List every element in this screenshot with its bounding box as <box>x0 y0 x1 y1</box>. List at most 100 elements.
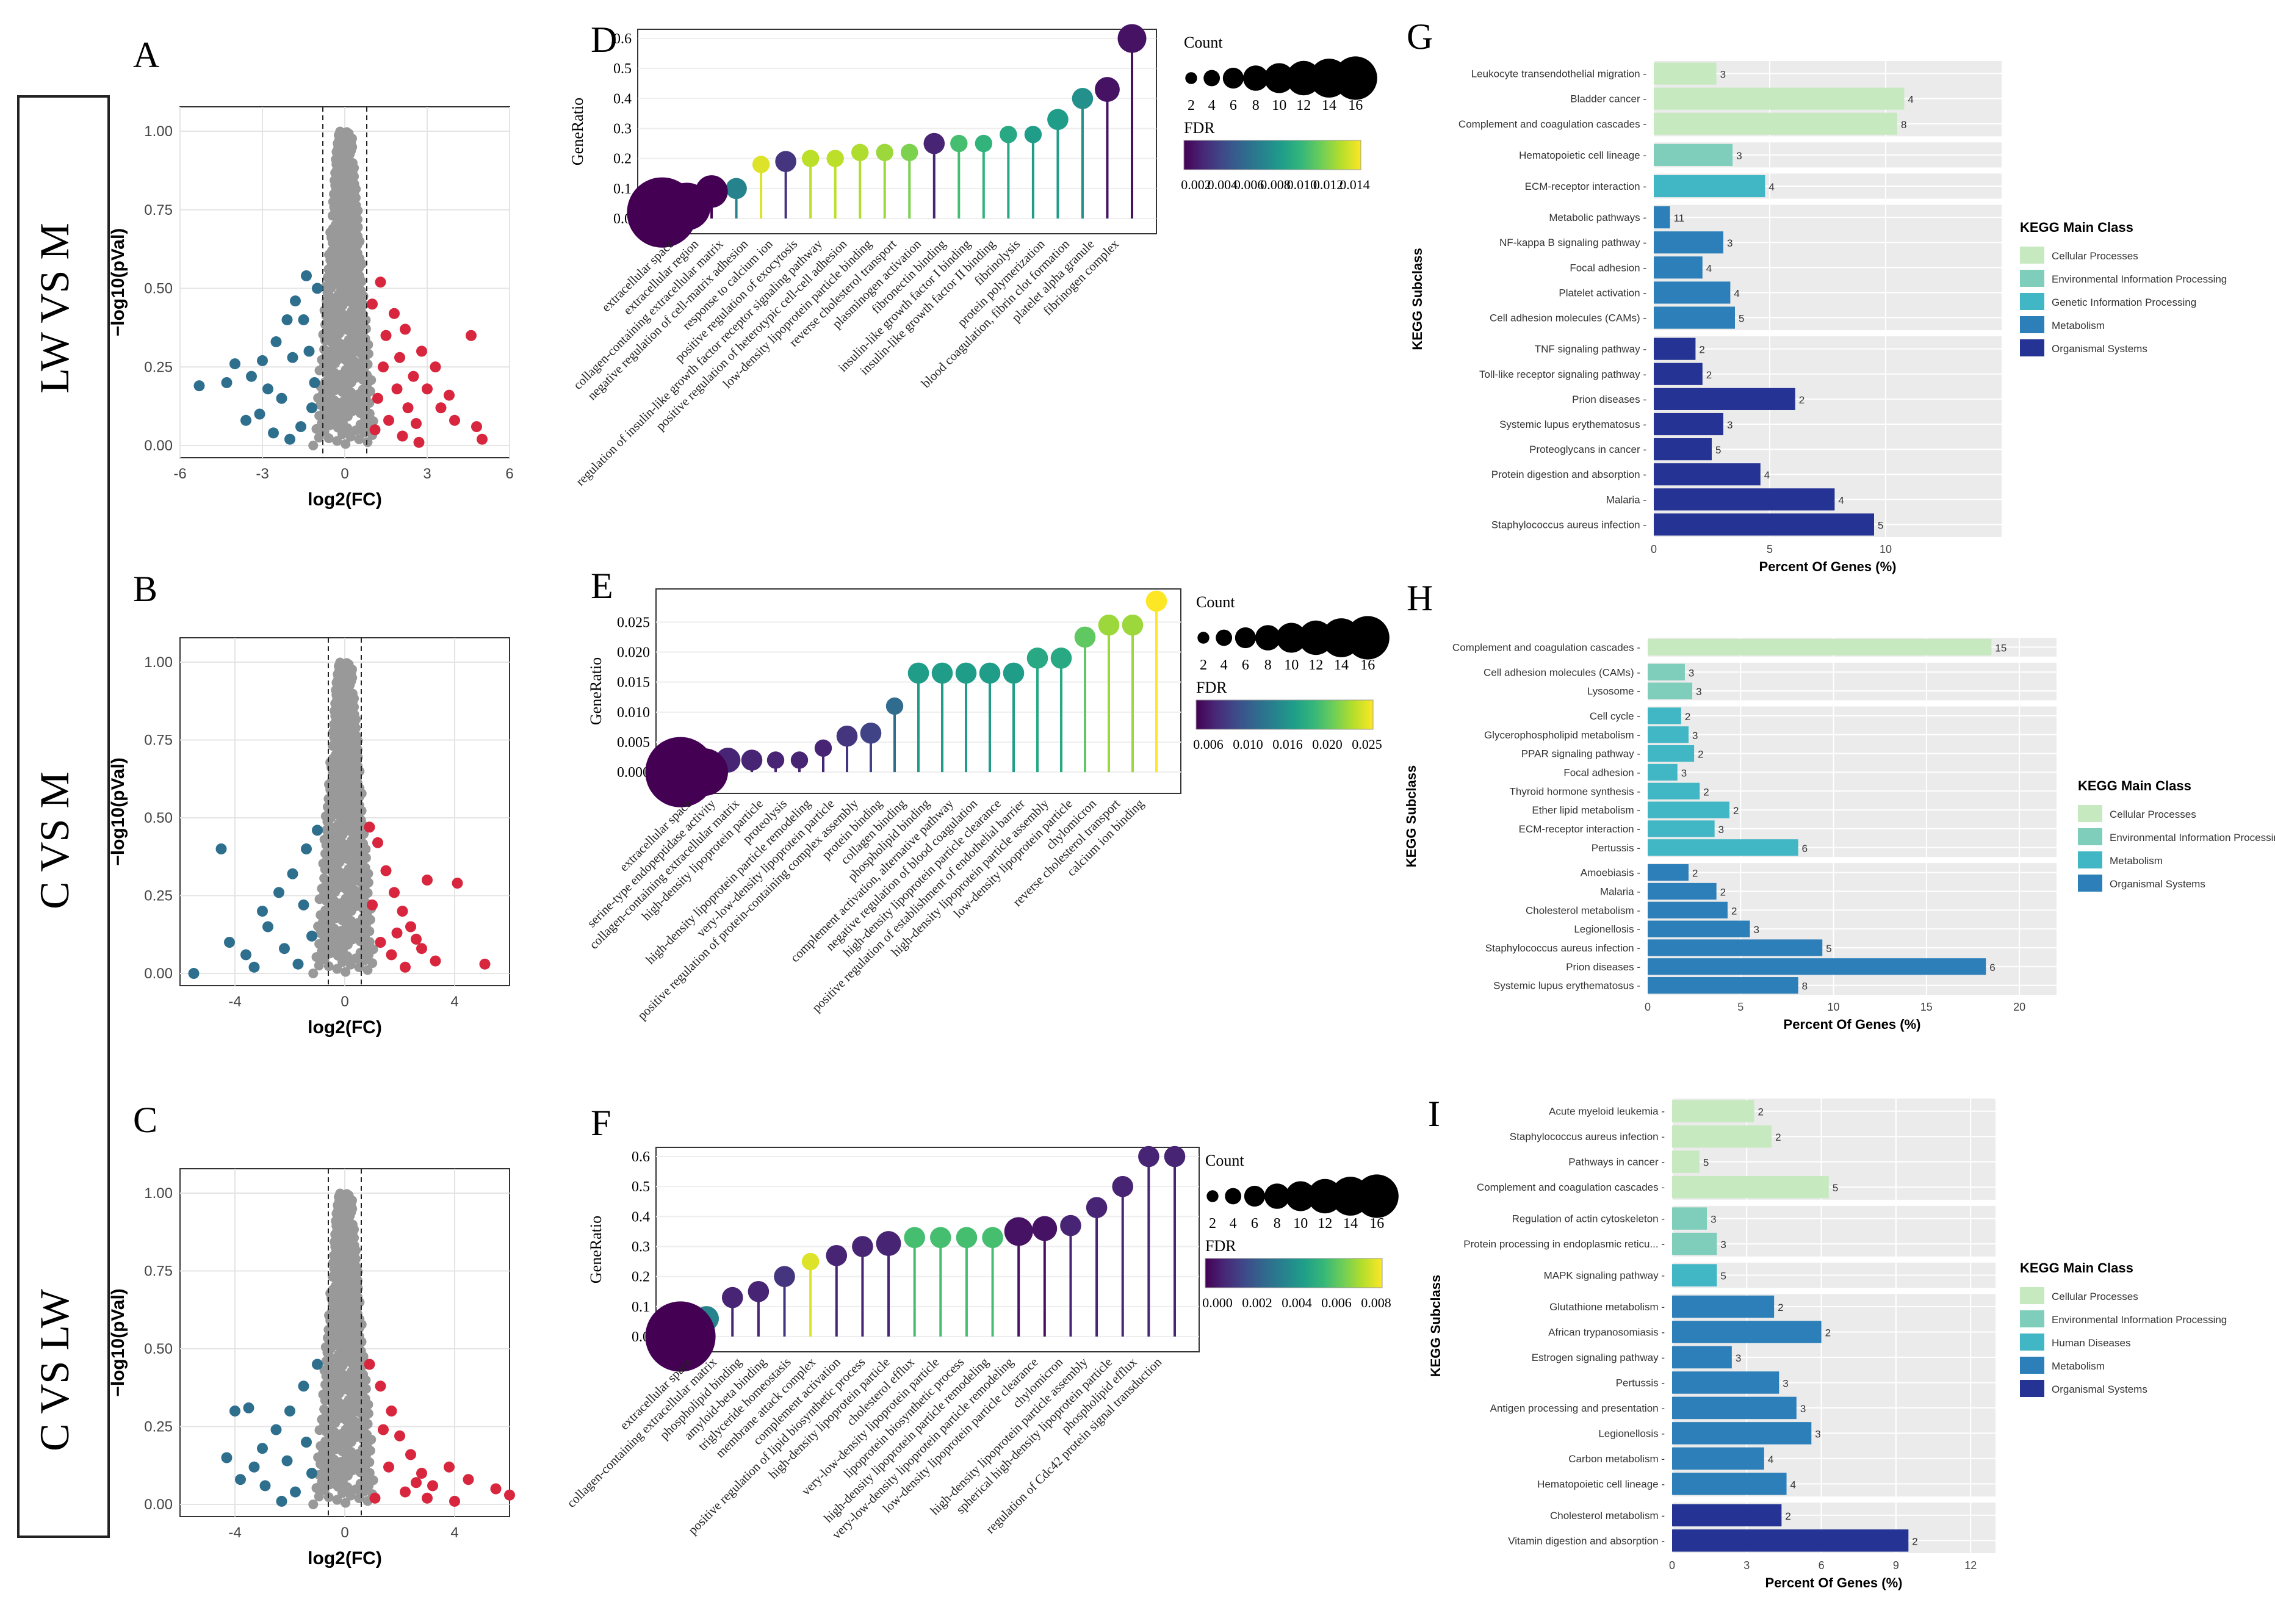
bar <box>1672 1150 1700 1173</box>
size-legend-circle <box>1185 72 1197 84</box>
legend-label: Cellular Processes <box>2052 1291 2138 1302</box>
up-point <box>471 421 482 433</box>
down-point <box>287 868 298 879</box>
up-point <box>422 383 433 395</box>
size-legend-label: 6 <box>1251 1216 1258 1232</box>
x-tick-label: 10 <box>1828 1001 1840 1013</box>
ns-point <box>335 212 345 223</box>
size-legend-label: 12 <box>1308 657 1323 673</box>
y-tick-label: 0.00 <box>144 438 173 454</box>
ns-point <box>361 853 371 863</box>
lollipop-point <box>876 143 893 162</box>
category-label: NF-kappa B signaling pathway - <box>1499 237 1646 248</box>
ns-point <box>308 441 319 450</box>
bar <box>1672 1346 1732 1369</box>
ns-point <box>366 1434 377 1445</box>
color-legend-label: 0.004 <box>1208 177 1238 192</box>
legend-swatch <box>2020 1357 2044 1374</box>
legend-label: Environmental Information Processing <box>2110 832 2275 843</box>
size-legend-label: 8 <box>1274 1216 1281 1232</box>
up-point <box>422 1492 433 1504</box>
bar-count-label: 2 <box>1758 1106 1764 1118</box>
category-label: Pertussis - <box>1616 1377 1665 1388</box>
row-label-frame <box>17 95 110 1538</box>
color-legend-label: 0.014 <box>1339 177 1370 192</box>
size-legend-circle <box>1235 627 1256 649</box>
down-point <box>281 314 293 325</box>
category-label: ECM-receptor interaction - <box>1519 823 1640 835</box>
size-legend-title: Count <box>1205 1152 1244 1169</box>
bar <box>1654 87 1905 110</box>
bar-count-label: 5 <box>1739 313 1744 325</box>
lollipop-point <box>979 662 1001 684</box>
x-tick-label: 5 <box>1737 1001 1743 1013</box>
ns-point <box>342 1315 353 1326</box>
y-tick-label: 0.25 <box>144 1419 173 1435</box>
up-point <box>479 958 491 970</box>
ns-point <box>361 1384 371 1394</box>
ns-point <box>345 733 356 743</box>
bar-count-label: 3 <box>1696 686 1701 698</box>
x-tick-label: 0 <box>341 1525 348 1541</box>
bar <box>1672 1175 1829 1199</box>
ns-point <box>334 337 344 348</box>
up-point <box>444 389 455 401</box>
bar <box>1654 281 1731 304</box>
down-point <box>188 968 200 979</box>
bar-count-label: 4 <box>1790 1479 1796 1490</box>
bar-count-label: 4 <box>1706 262 1712 274</box>
ns-point <box>368 944 378 955</box>
bar-count-label: 3 <box>1692 730 1698 742</box>
legend-swatch <box>2078 875 2102 892</box>
legend-swatch <box>2078 805 2102 822</box>
x-axis-title: Percent Of Genes (%) <box>1759 559 1897 574</box>
color-legend-bar <box>1195 699 1374 730</box>
down-point <box>268 427 279 439</box>
lollipop-point <box>836 725 858 747</box>
bar <box>1672 1422 1812 1445</box>
bar <box>1672 1125 1772 1148</box>
bar-count-label: 2 <box>1706 369 1712 381</box>
bar-count-label: 6 <box>1989 962 1995 973</box>
up-point <box>466 330 477 341</box>
ns-point <box>337 187 348 197</box>
category-label: Complement and coagulation cascades - <box>1477 1182 1665 1193</box>
bar-count-label: 3 <box>1754 924 1759 936</box>
x-tick-label: 4 <box>450 994 458 1010</box>
ns-point <box>328 727 338 737</box>
y-tick-label: 1.00 <box>144 654 173 671</box>
down-point <box>301 270 312 281</box>
up-point <box>400 323 411 335</box>
color-legend-title: FDR <box>1184 119 1215 137</box>
down-point <box>287 352 298 363</box>
category-label: Leukocyte transendothelial migration - <box>1471 68 1646 80</box>
lollipop-point <box>1098 614 1120 636</box>
down-point <box>229 358 240 370</box>
size-legend-circle <box>1346 616 1390 660</box>
ns-point <box>340 1341 350 1352</box>
bar-count-label: 5 <box>1703 1157 1709 1169</box>
lollipop-point <box>982 1227 1003 1249</box>
category-label: Cholesterol metabolism - <box>1526 904 1640 916</box>
bar <box>1654 438 1712 461</box>
ns-point <box>364 937 375 947</box>
ns-point <box>342 254 353 265</box>
up-point <box>400 961 411 973</box>
ns-point <box>341 967 351 977</box>
facet-panel <box>1672 1205 1996 1257</box>
ns-point <box>319 1404 330 1415</box>
size-legend-circle <box>1276 623 1307 653</box>
ns-point <box>344 228 355 239</box>
up-point <box>477 433 488 445</box>
ns-point <box>361 323 371 334</box>
y-axis-title: GeneRatio <box>587 657 605 725</box>
ns-point <box>325 292 335 302</box>
x-axis-title: log2(FC) <box>308 1017 382 1038</box>
category-label: PPAR signaling pathway - <box>1521 748 1640 760</box>
down-point <box>306 930 317 942</box>
x-tick-label: -4 <box>228 994 241 1010</box>
legend-label: Metabolism <box>2110 855 2163 867</box>
bar <box>1654 143 1733 166</box>
lollipop-point <box>1164 1146 1186 1167</box>
legend-swatch <box>2020 247 2044 264</box>
